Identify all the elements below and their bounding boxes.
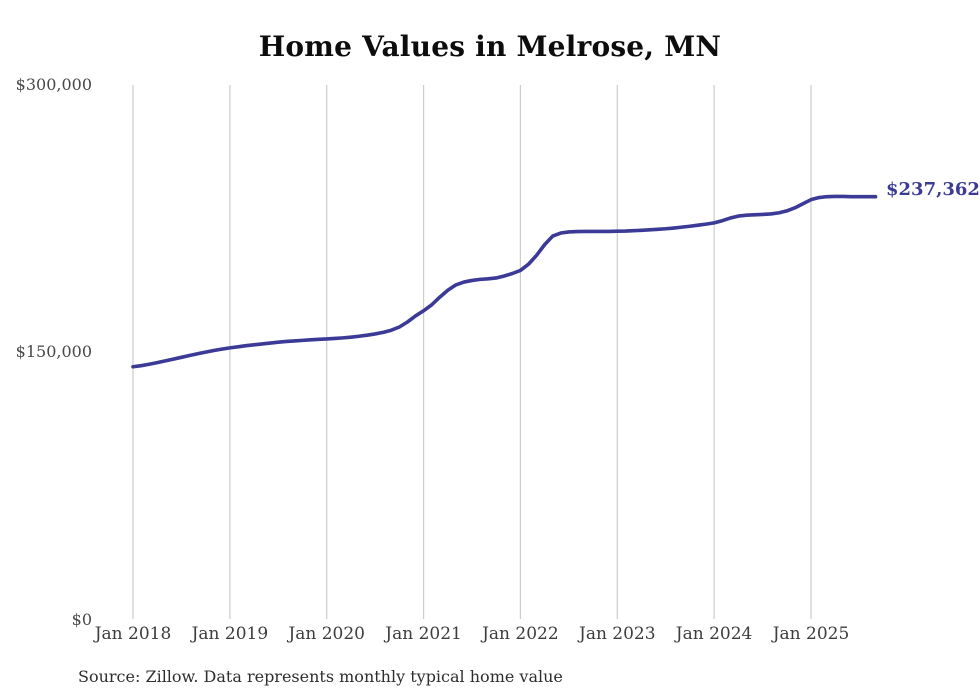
x-tick-label-2021: Jan 2021 xyxy=(385,624,462,644)
end-value-label: $237,362 xyxy=(886,179,980,200)
y-tick-label-300k: $300,000 xyxy=(15,75,92,94)
x-tick-label-2019: Jan 2019 xyxy=(191,624,269,644)
x-tick-label-2020: Jan 2020 xyxy=(288,624,365,644)
chart-title: Home Values in Melrose, MN xyxy=(258,30,722,63)
x-tick-label-2022: Jan 2022 xyxy=(482,624,559,644)
year-gridlines xyxy=(132,85,812,619)
y-tick-label-0: $0 xyxy=(71,610,92,629)
x-tick-label-2023: Jan 2023 xyxy=(579,624,656,644)
x-tick-label-2024: Jan 2024 xyxy=(675,624,753,644)
value-line xyxy=(131,194,878,369)
source-note: Source: Zillow. Data represents monthly … xyxy=(78,667,563,686)
x-tick-label-2018: Jan 2018 xyxy=(94,624,172,644)
x-tick-label-2025: Jan 2025 xyxy=(772,624,850,644)
y-tick-label-150k: $150,000 xyxy=(15,342,92,361)
